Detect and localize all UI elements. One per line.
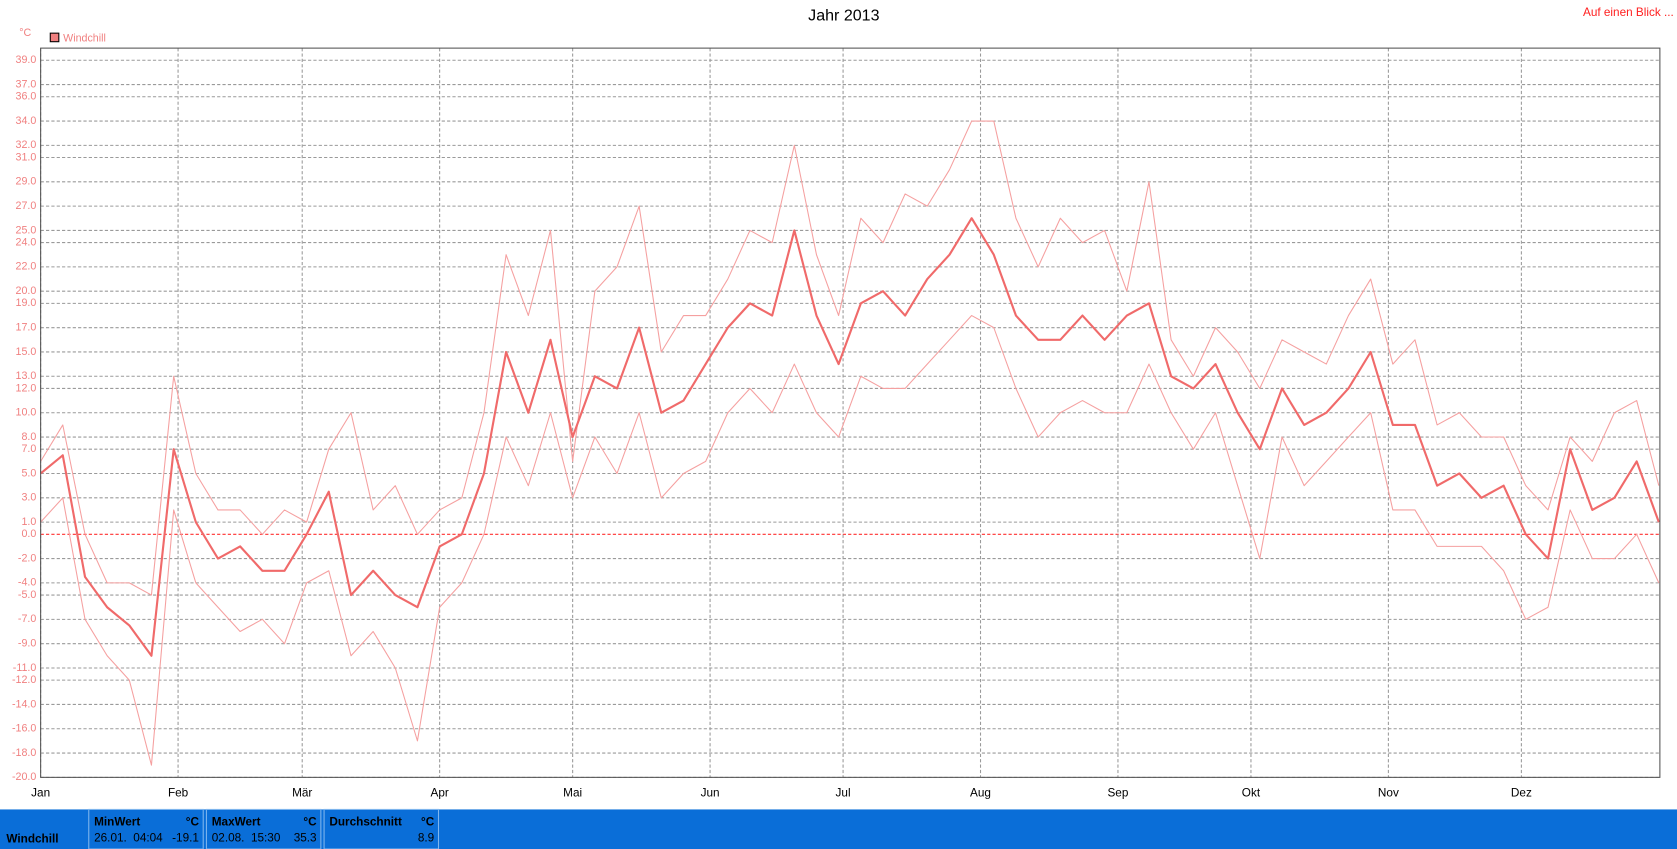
max-time: 02.08. 15:30 bbox=[212, 831, 281, 844]
y-tick-label: -18.0 bbox=[12, 747, 36, 759]
x-tick-label: Jun bbox=[701, 787, 720, 800]
series-line bbox=[39, 217, 1660, 657]
max-value: 35.3 bbox=[294, 831, 317, 844]
link[interactable]: Auf einen Blick ... bbox=[1583, 6, 1674, 19]
y-tick-label: 32.0 bbox=[16, 139, 37, 151]
y-tick-label: -5.0 bbox=[18, 589, 36, 601]
x-tick-label: Mär bbox=[292, 787, 312, 800]
y-tick-label: -16.0 bbox=[12, 723, 36, 735]
x-tick-label: Mai bbox=[563, 787, 582, 800]
y-tick-label: 0.0 bbox=[22, 528, 37, 540]
y-unit: °C bbox=[19, 27, 31, 39]
series-line bbox=[40, 120, 1660, 596]
min-value: -19.1 bbox=[172, 831, 199, 844]
chart-title: Jahr 2013 bbox=[808, 6, 879, 24]
y-tick-label: 5.0 bbox=[22, 467, 37, 479]
y-tick-label: -14.0 bbox=[12, 698, 36, 710]
y-tick-label: 10.0 bbox=[16, 407, 37, 419]
y-tick-label: 17.0 bbox=[16, 321, 37, 333]
x-tick-label: Jan bbox=[31, 787, 50, 800]
max-unit: °C bbox=[303, 815, 317, 828]
x-tick-label: Jul bbox=[836, 787, 851, 800]
y-tick-label: -4.0 bbox=[18, 577, 36, 589]
avg-value: 8.9 bbox=[418, 831, 434, 844]
y-tick-label: 15.0 bbox=[16, 346, 37, 358]
y-tick-label: -11.0 bbox=[13, 662, 37, 674]
y-tick-label: 25.0 bbox=[16, 224, 37, 236]
y-tick-label: 31.0 bbox=[16, 151, 37, 163]
summary-bar: Windchill MinWert °C 26.01. 04:04 -19.1 … bbox=[0, 808, 1677, 849]
x-tick-label: Dez bbox=[1511, 787, 1532, 800]
avg-label: Durchschnitt bbox=[329, 815, 402, 828]
legend-swatch bbox=[49, 32, 60, 43]
y-tick-label: 29.0 bbox=[16, 176, 37, 188]
bar-bg bbox=[0, 809, 1677, 849]
y-tick-label: 39.0 bbox=[16, 54, 37, 66]
y-tick-label: 20.0 bbox=[16, 285, 37, 297]
y-tick-label: 1.0 bbox=[22, 516, 37, 528]
y-tick-label: 24.0 bbox=[16, 236, 37, 248]
y-tick-label: 34.0 bbox=[16, 115, 37, 127]
y-tick-label: 8.0 bbox=[22, 431, 37, 443]
min-label: MinWert bbox=[94, 815, 140, 828]
y-tick-label: -12.0 bbox=[12, 674, 36, 686]
y-tick-label: 3.0 bbox=[22, 492, 37, 504]
x-tick-label: Nov bbox=[1378, 787, 1399, 800]
x-tick-label: Aug bbox=[970, 787, 991, 800]
box bbox=[205, 808, 322, 849]
y-tick-label: 7.0 bbox=[22, 443, 37, 455]
x-tick-label: Sep bbox=[1107, 787, 1128, 800]
max-label: MaxWert bbox=[212, 815, 261, 828]
y-tick-label: 22.0 bbox=[16, 261, 37, 273]
series-line bbox=[40, 315, 1660, 766]
plot: 39.0 37.036.0 34.0 32.031.0 29.0 27.0 25.024.0… bbox=[12, 48, 1660, 800]
min-time: 26.01. 04:04 bbox=[94, 831, 163, 844]
box bbox=[88, 808, 204, 849]
y-tick-label: -20.0 bbox=[12, 771, 36, 783]
min-unit: °C bbox=[186, 815, 200, 828]
box bbox=[323, 808, 440, 849]
x-tick-label: Feb bbox=[168, 787, 189, 800]
y-tick-label: -2.0 bbox=[18, 552, 36, 564]
y-tick-label: 36.0 bbox=[16, 91, 37, 103]
legend-label: Windchill bbox=[63, 32, 106, 44]
summary-name: Windchill bbox=[6, 832, 58, 845]
y-tick-label: 27.0 bbox=[16, 200, 37, 212]
y-tick-label: 19.0 bbox=[16, 297, 37, 309]
y-tick-label: 12.0 bbox=[16, 382, 37, 394]
y-tick-label: 37.0 bbox=[16, 78, 37, 90]
avg-unit: °C bbox=[421, 815, 435, 828]
y-tick-label: -7.0 bbox=[18, 613, 36, 625]
x-tick-label: Okt bbox=[1242, 787, 1261, 800]
plot-frame bbox=[40, 47, 1661, 778]
y-tick-label: 13.0 bbox=[16, 370, 37, 382]
y-tick-label: -9.0 bbox=[18, 637, 36, 649]
x-tick-label: Apr bbox=[430, 787, 448, 800]
